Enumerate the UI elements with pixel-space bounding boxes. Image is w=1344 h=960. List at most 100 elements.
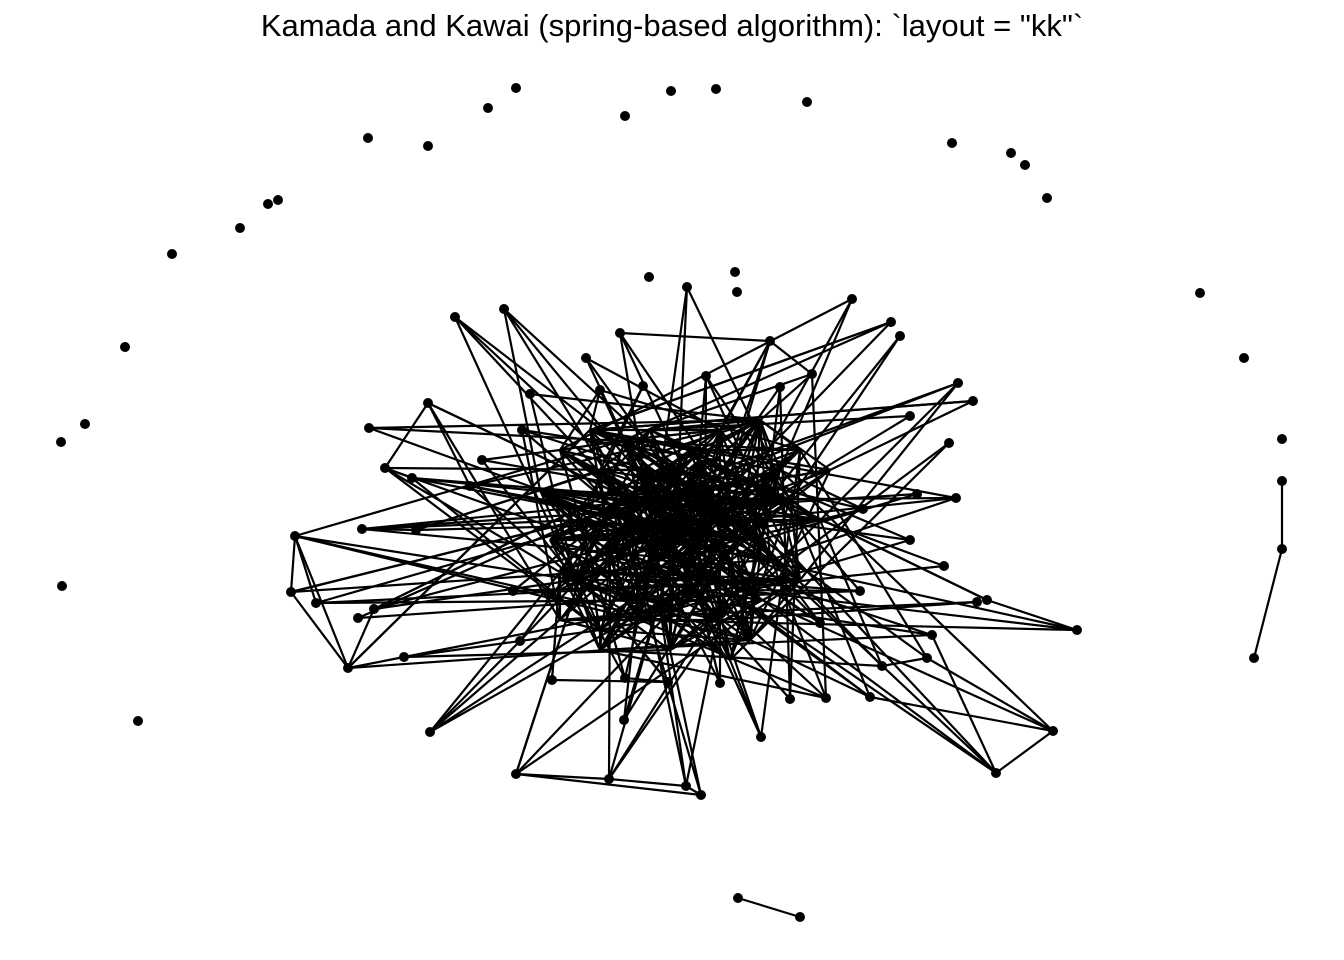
edge [549,539,731,661]
node [57,581,67,591]
edge [744,504,801,581]
edge [549,539,626,679]
edge [361,527,417,532]
node [363,133,373,143]
edge [293,535,350,669]
edge [347,655,405,670]
node [483,103,493,113]
edge [639,469,781,621]
edge [373,578,576,611]
edge [739,588,861,593]
node [775,382,785,392]
node [167,249,177,259]
edge [502,308,542,491]
edge [357,503,616,620]
edge [624,320,892,442]
edge [624,676,669,684]
node [620,111,630,121]
node [80,419,90,429]
node [1072,625,1082,635]
node [972,597,982,607]
edge [589,320,892,432]
edge [986,598,1078,632]
node [756,732,766,742]
node [477,455,487,465]
node [715,678,725,688]
node [895,331,905,341]
node [290,531,300,541]
node [546,589,556,599]
node [733,893,743,903]
node [663,677,673,687]
edge [703,534,732,661]
node [732,287,742,297]
edge [559,438,626,452]
node [357,524,367,534]
edge [669,599,701,651]
edge [559,468,831,572]
edge [559,568,801,582]
node [604,774,614,784]
edge [789,499,821,521]
edge [668,649,703,796]
edge [759,419,831,471]
node [1020,160,1030,170]
edge [819,507,864,522]
edge [769,340,813,375]
node [286,587,296,597]
edge [599,534,706,651]
edge [346,608,376,669]
node [425,727,435,737]
node [847,294,857,304]
node [547,675,557,685]
edge [368,418,761,430]
node [273,195,283,205]
edge [749,639,871,698]
node [511,769,521,779]
node [620,673,630,683]
edge [539,488,616,507]
edge [688,449,742,591]
edge [719,418,761,432]
node [682,282,692,292]
edge [574,504,616,581]
edge [649,414,911,432]
edge [739,588,1054,733]
edge [869,695,1054,733]
edge [559,569,601,651]
edge [289,535,297,593]
edge [799,449,928,659]
node [1239,353,1249,363]
edge [403,648,671,659]
node [1277,476,1287,486]
edge [779,469,1054,732]
edge [549,533,706,542]
node [423,141,433,151]
node [765,336,775,346]
edge [290,591,349,669]
edge [361,518,581,531]
node [411,525,421,535]
edge [293,535,318,604]
edge [624,439,746,506]
edge [664,498,791,507]
node [905,535,915,545]
node [581,353,591,363]
node [353,613,363,623]
edge [559,448,641,472]
node [619,715,629,725]
edge [699,469,781,601]
node [681,781,691,791]
edge [589,428,831,472]
node [235,223,245,233]
edge [718,509,762,601]
node [912,489,922,499]
edge [521,428,781,472]
node [807,369,817,379]
node [644,272,654,282]
edge [384,402,429,469]
edge [737,896,801,919]
node [855,586,865,596]
edge [551,678,669,684]
edge [769,496,957,562]
